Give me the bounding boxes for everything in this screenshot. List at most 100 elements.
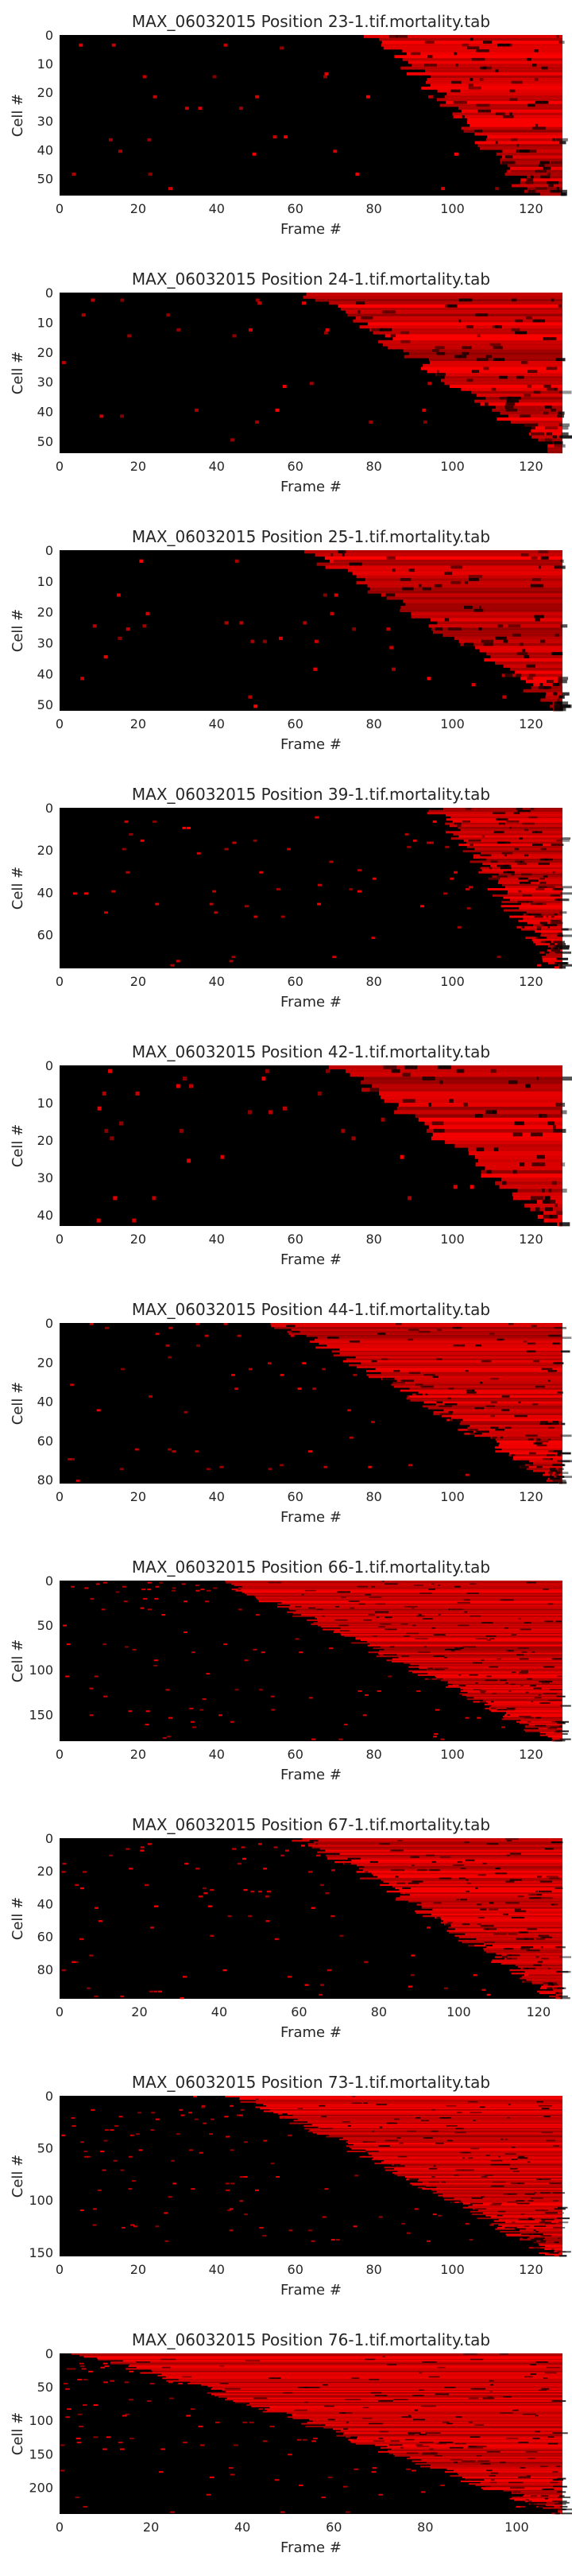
heatmap-gap xyxy=(539,565,541,569)
x-tick-label: 60 xyxy=(291,2004,307,2019)
heatmap-gap xyxy=(535,1956,539,1958)
heatmap-gap xyxy=(515,860,525,863)
heatmap-gap xyxy=(525,1691,529,1693)
heatmap-row-segment xyxy=(333,1354,562,1357)
heatmap-speckle xyxy=(300,1845,305,1847)
heatmap-speckle xyxy=(501,1726,506,1728)
heatmap-gap xyxy=(556,957,560,960)
heatmap-gap xyxy=(475,1887,478,1890)
heatmap-speckle xyxy=(96,1409,101,1412)
heatmap-speckle xyxy=(319,1993,323,1996)
heatmap-gap xyxy=(538,863,550,866)
heatmap-row-segment xyxy=(539,1732,562,1734)
heatmap-speckle xyxy=(238,2114,243,2116)
heatmap-gap xyxy=(434,2454,443,2457)
heatmap-gap xyxy=(304,1589,316,1592)
heatmap-row-segment xyxy=(469,1151,562,1156)
heatmap-gap xyxy=(530,1685,536,1687)
heatmap-gap xyxy=(497,624,504,628)
heatmap-gap xyxy=(536,925,542,929)
heatmap-speckle xyxy=(155,2225,160,2228)
heatmap-row-segment xyxy=(384,1648,562,1651)
heatmap-speckle xyxy=(191,1651,195,1654)
heatmap-speckle xyxy=(210,1888,214,1891)
heatmap-speckle xyxy=(94,1995,99,1998)
heatmap-row-segment xyxy=(385,334,562,338)
heatmap-row-segment xyxy=(461,126,562,130)
heatmap-row-segment xyxy=(336,2434,562,2437)
heatmap-gap xyxy=(431,349,439,353)
heatmap-row-segment xyxy=(381,43,562,47)
heatmap-row-segment xyxy=(545,695,562,699)
heatmap-gap xyxy=(454,822,462,825)
heatmap-speckle xyxy=(290,1334,295,1337)
x-axis-label: Frame # xyxy=(280,2024,342,2041)
heatmap-speckle xyxy=(160,2448,166,2450)
heatmap-gap xyxy=(371,1585,376,1588)
heatmap-gap xyxy=(548,1379,551,1383)
heatmap-gap xyxy=(458,319,462,323)
heatmap-row-segment xyxy=(441,1918,562,1921)
heatmap-gap xyxy=(509,98,518,102)
heatmap-row-segment xyxy=(425,69,562,73)
heatmap-row-segment xyxy=(286,2412,562,2415)
heatmap-gap xyxy=(539,921,548,925)
heatmap-gap xyxy=(528,1894,537,1896)
heatmap-speckle xyxy=(113,2159,118,2162)
heatmap-row-segment xyxy=(383,1880,562,1883)
heatmap-speckle xyxy=(184,1600,188,1603)
heatmap-gap xyxy=(561,951,572,954)
heatmap-speckle xyxy=(262,2440,268,2442)
heatmap-row-segment xyxy=(446,92,562,96)
heatmap-row-segment xyxy=(279,2116,562,2118)
heatmap-gap xyxy=(516,1938,528,1941)
heatmap-gap xyxy=(543,2116,551,2118)
heatmap-row-segment xyxy=(470,1425,562,1427)
heatmap-row-segment xyxy=(499,1185,562,1189)
heatmap-row-segment xyxy=(342,1360,562,1363)
heatmap-gap xyxy=(461,1647,464,1650)
heatmap-gap xyxy=(548,1334,562,1337)
heatmap-gap xyxy=(453,1864,465,1867)
heatmap-speckle xyxy=(274,2479,280,2481)
heatmap-speckle xyxy=(161,1614,166,1616)
heatmap-row-segment xyxy=(443,2193,562,2195)
heatmap-row-segment xyxy=(538,438,562,442)
heatmap-gap xyxy=(385,1583,398,1585)
heatmap-row-segment xyxy=(458,1939,562,1942)
heatmap-gap xyxy=(519,837,524,840)
heatmap-speckle xyxy=(241,1846,245,1849)
heatmap-speckle xyxy=(323,75,327,79)
heatmap-gap xyxy=(521,1651,528,1654)
heatmap-speckle xyxy=(178,2383,184,2385)
heatmap-row-segment xyxy=(288,1333,562,1336)
heatmap-speckle xyxy=(75,2438,81,2440)
heatmap-row-segment xyxy=(292,2417,562,2419)
heatmap-gap xyxy=(463,642,474,646)
heatmap-row-segment xyxy=(510,420,562,424)
heatmap-row-segment xyxy=(538,2243,562,2245)
heatmap-speckle xyxy=(232,1848,237,1850)
heatmap-gap xyxy=(535,2361,548,2364)
heatmap-gap xyxy=(530,584,544,588)
heatmap-gap xyxy=(487,2396,493,2398)
y-tick-label: 50 xyxy=(37,1618,53,1633)
heatmap-gap xyxy=(458,1624,470,1627)
heatmap-gap xyxy=(443,1667,449,1670)
heatmap-speckle xyxy=(432,2213,437,2216)
heatmap-speckle xyxy=(79,2362,84,2365)
heatmap-speckle xyxy=(60,2469,65,2472)
heatmap-speckle xyxy=(345,2511,350,2513)
heatmap-gap xyxy=(557,957,569,960)
heatmap-row-segment xyxy=(450,1925,562,1927)
heatmap-row-segment xyxy=(450,2475,562,2477)
heatmap-row-segment xyxy=(305,2425,562,2427)
heatmap-row-segment xyxy=(462,2202,562,2205)
heatmap-row-segment xyxy=(426,2462,562,2464)
heatmap-speckle xyxy=(322,1368,327,1371)
heatmap-gap xyxy=(517,809,531,813)
heatmap-speckle xyxy=(198,2425,203,2427)
heatmap-gap xyxy=(555,2512,561,2515)
heatmap-speckle xyxy=(319,1884,324,1887)
